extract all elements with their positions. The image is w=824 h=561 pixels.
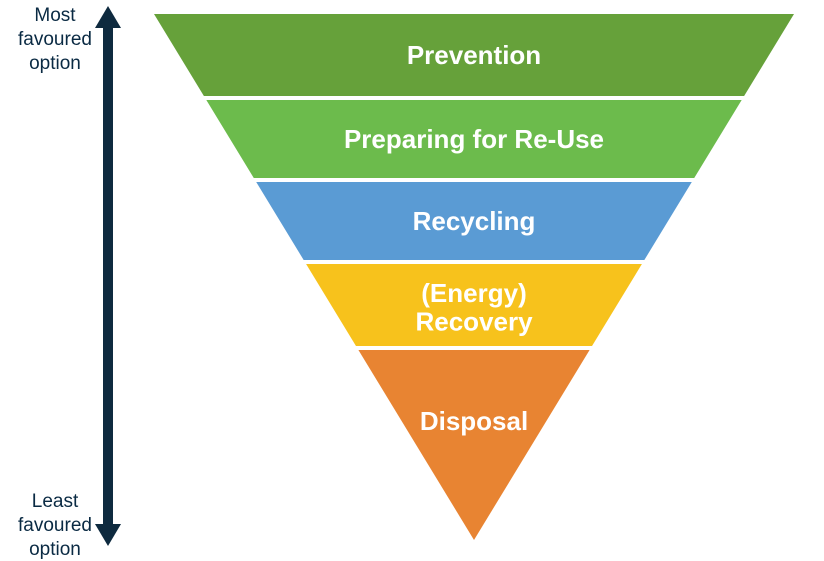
tier-label-3-line2: Recovery: [415, 306, 533, 336]
tier-label-0: Prevention: [407, 40, 541, 70]
tier-label-2: Recycling: [413, 206, 536, 236]
inverted-pyramid: Prevention Preparing for Re-Use Recycling (…: [154, 14, 794, 544]
tier-label-1: Preparing for Re-Use: [344, 124, 604, 154]
tier-label-3-line1: (Energy): [421, 278, 526, 308]
axis-arrow: [94, 6, 122, 546]
tier-label-4: Disposal: [420, 406, 528, 436]
waste-hierarchy-diagram: Most favoured option Least favoured opti…: [0, 0, 824, 552]
tier-4: [358, 350, 589, 540]
